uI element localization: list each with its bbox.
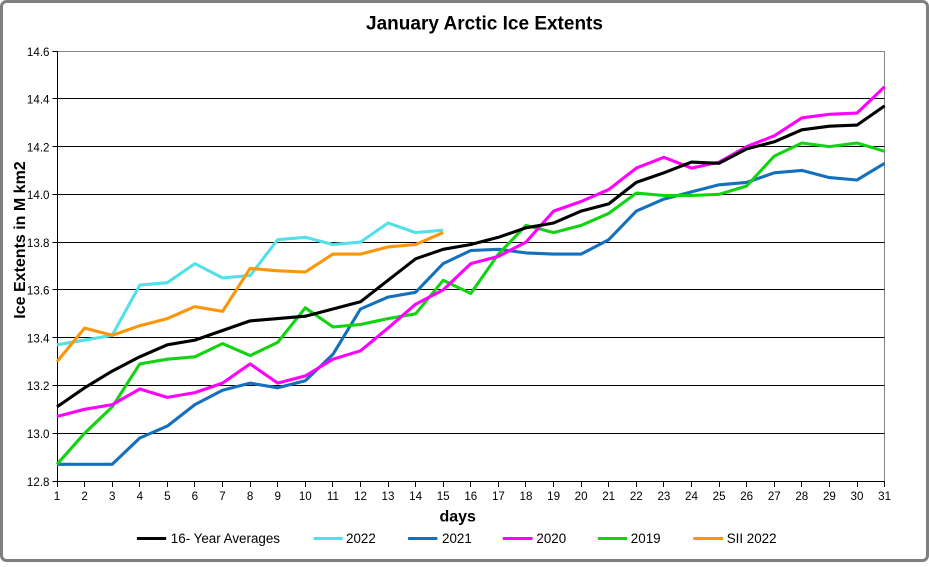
svg-text:days: days xyxy=(439,509,476,526)
svg-text:5: 5 xyxy=(164,490,170,503)
svg-text:29: 29 xyxy=(823,490,836,503)
svg-text:10: 10 xyxy=(299,490,312,503)
svg-text:21: 21 xyxy=(602,490,615,503)
svg-text:15: 15 xyxy=(437,490,450,503)
svg-text:13.4: 13.4 xyxy=(27,333,50,346)
svg-text:3: 3 xyxy=(109,490,115,503)
svg-text:SII 2022: SII 2022 xyxy=(727,531,777,546)
svg-text:31: 31 xyxy=(878,490,891,503)
svg-text:13.2: 13.2 xyxy=(27,380,50,393)
svg-text:23: 23 xyxy=(657,490,670,503)
svg-text:13: 13 xyxy=(382,490,395,503)
svg-text:13.8: 13.8 xyxy=(27,237,50,250)
svg-text:2022: 2022 xyxy=(346,531,376,546)
svg-text:2: 2 xyxy=(81,490,87,503)
svg-text:25: 25 xyxy=(713,490,726,503)
svg-text:14.2: 14.2 xyxy=(27,141,50,154)
svg-text:13.0: 13.0 xyxy=(27,428,50,441)
svg-text:24: 24 xyxy=(685,490,698,503)
svg-text:26: 26 xyxy=(740,490,753,503)
svg-text:6: 6 xyxy=(192,490,198,503)
svg-text:9: 9 xyxy=(274,490,280,503)
svg-text:14.0: 14.0 xyxy=(27,189,50,202)
svg-text:12.8: 12.8 xyxy=(27,476,50,489)
svg-text:2020: 2020 xyxy=(536,531,566,546)
svg-text:2019: 2019 xyxy=(631,531,661,546)
svg-text:19: 19 xyxy=(547,490,560,503)
svg-text:7: 7 xyxy=(219,490,225,503)
svg-text:14: 14 xyxy=(409,490,422,503)
svg-text:22: 22 xyxy=(630,490,643,503)
svg-text:Ice Extents in M km2: Ice Extents in M km2 xyxy=(12,161,29,318)
svg-text:28: 28 xyxy=(795,490,808,503)
svg-text:January Arctic Ice Extents: January Arctic Ice Extents xyxy=(366,14,603,35)
svg-text:16- Year Averages: 16- Year Averages xyxy=(171,531,281,546)
svg-text:16: 16 xyxy=(464,490,477,503)
svg-text:20: 20 xyxy=(575,490,588,503)
svg-text:30: 30 xyxy=(851,490,864,503)
svg-text:4: 4 xyxy=(137,490,144,503)
svg-text:2021: 2021 xyxy=(442,531,472,546)
svg-text:27: 27 xyxy=(768,490,781,503)
svg-text:14.6: 14.6 xyxy=(27,46,50,59)
svg-text:18: 18 xyxy=(520,490,533,503)
svg-text:12: 12 xyxy=(354,490,367,503)
svg-text:8: 8 xyxy=(247,490,253,503)
svg-text:13.6: 13.6 xyxy=(27,285,50,298)
svg-text:1: 1 xyxy=(54,490,60,503)
svg-text:14.4: 14.4 xyxy=(27,94,50,107)
svg-text:17: 17 xyxy=(492,490,505,503)
svg-text:11: 11 xyxy=(327,490,339,503)
